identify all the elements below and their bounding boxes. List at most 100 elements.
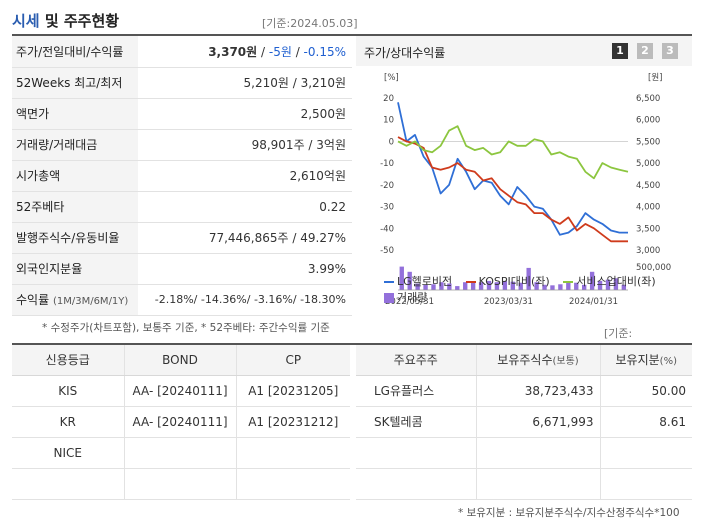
shareholders-table: 주요주주 보유주식수(보통) 보유지분(%) LG유플러스 38,723,433 5…	[356, 345, 692, 500]
col-header: 보유주식수	[497, 353, 553, 368]
right-tick-label: 5,500	[636, 137, 660, 147]
base-date: [기준:2024.05.03]	[262, 17, 358, 30]
volume-bar	[423, 284, 428, 290]
row-label: 발행주식수/유동비율	[12, 222, 138, 254]
volume-bar	[463, 282, 468, 290]
chart-page-3-button[interactable]: 3	[662, 43, 678, 59]
chart-legend: LG헬로비전 KOSPI대비(좌) 서비스업대비(좌) 거래량	[360, 274, 692, 306]
chart-title: 주가/상대수익률	[364, 46, 446, 60]
right-tick-label: 5,000	[636, 159, 660, 169]
col-header: 보유지분	[615, 353, 660, 368]
cp-cell: A1 [20231212]	[236, 406, 350, 438]
right-tick-label: 3,000	[636, 246, 660, 256]
table-row	[356, 437, 692, 469]
price-value: 3,370원	[208, 44, 258, 59]
volume-bar	[407, 271, 412, 290]
quote-table: 주가/전일대비/수익률 3,370원 / -5원 / -0.15% 52Week…	[12, 36, 352, 316]
holder-name: SK텔레콤	[356, 406, 477, 438]
row-value: 5,210원 / 3,210원	[138, 67, 352, 99]
holder-name	[356, 468, 477, 500]
title-rest: 및 주주현황	[44, 12, 120, 30]
col-header: 신용등급	[12, 345, 125, 376]
table-row: 발행주식수/유동비율 77,446,865주 / 49.27%	[12, 222, 352, 254]
row-label: 52Weeks 최고/최저	[12, 67, 138, 99]
row-label: 거래량/거래대금	[12, 129, 138, 161]
table-row: 거래량/거래대금 98,901주 / 3억원	[12, 129, 352, 161]
right-tick-label: 4,000	[636, 203, 660, 213]
change-value: -5원	[268, 44, 292, 59]
right-tick-label: 6,000	[636, 116, 660, 126]
volume-bar	[597, 280, 603, 290]
cp-cell	[236, 437, 350, 469]
volume-bar	[431, 284, 436, 290]
series-line-3	[397, 125, 629, 180]
section-title: 시세 및 주주현황	[12, 10, 119, 31]
col-header-sub: (%)	[659, 356, 677, 368]
volume-bar	[510, 281, 515, 290]
volume-bar	[486, 280, 492, 290]
x-tick-label: 2022/05/31	[385, 297, 434, 307]
volume-bar	[518, 282, 523, 290]
legend-label: KOSPI대비(좌)	[478, 275, 550, 288]
rate-value: -0.15%	[303, 44, 346, 59]
volume-bar	[526, 267, 531, 290]
volume-bar	[399, 266, 404, 290]
col-header: CP	[236, 345, 350, 376]
volume-bar	[621, 284, 627, 290]
bond-cell	[124, 437, 237, 469]
left-tick-label: 10	[383, 116, 394, 126]
col-header: 주요주주	[356, 345, 477, 376]
table-row: KR AA- [20240111] A1 [20231212]	[12, 406, 350, 438]
right-tick-label: 6,500	[636, 94, 660, 104]
holder-shares: 6,671,993	[476, 406, 601, 438]
credit-rating-table: 신용등급 BOND CP KIS AA- [20240111] A1 [202312…	[12, 345, 350, 500]
left-tick-label: 0	[389, 137, 394, 147]
legend-swatch	[384, 281, 394, 283]
chart-page-2-button[interactable]: 2	[637, 43, 653, 59]
volume-bar	[494, 282, 500, 290]
volume-bar	[415, 283, 420, 290]
row-label: 52주베타	[12, 191, 138, 223]
volume-bar	[439, 282, 444, 290]
volume-bar	[478, 282, 484, 290]
volume-bar	[582, 284, 587, 290]
volume-bar	[502, 280, 508, 290]
x-tick-label: 2024/01/31	[569, 297, 618, 307]
col-header: BOND	[124, 345, 237, 376]
series-line-1	[397, 102, 628, 236]
bond-cell	[124, 468, 237, 500]
table-row: KIS AA- [20240111] A1 [20231205]	[12, 375, 350, 407]
row-value: 3.99%	[138, 253, 352, 285]
left-tick-label: -40	[380, 224, 394, 234]
holders-footnote: * 보유지분 : 보유지분주식수/지수산정주식수*100	[458, 507, 680, 519]
col-header-sub: (보통)	[552, 356, 579, 368]
price-change-rate: 3,370원 / -5원 / -0.15%	[138, 36, 352, 68]
volume-tick-label: 500,000	[636, 263, 671, 273]
x-tick-label: 2023/03/31	[484, 297, 533, 307]
legend-label: 거래량	[397, 291, 428, 304]
volume-bar	[558, 284, 563, 290]
chart-page-1-button[interactable]: 1	[612, 43, 628, 59]
row-value: 2,500원	[138, 98, 352, 130]
agency-cell: KIS	[12, 375, 125, 407]
volume-bar	[542, 284, 547, 290]
volume-bar	[447, 283, 452, 290]
holder-pct: 50.00	[600, 375, 692, 407]
row-label-small: (1M/3M/6M/1Y)	[52, 296, 129, 307]
right-tick-label: 4,500	[636, 181, 660, 191]
chart-header: 주가/상대수익률 1 2 3	[356, 36, 692, 66]
left-tick-label: -50	[380, 246, 394, 256]
chart-panel: 주가/상대수익률 1 2 3 [%] [원] 20 10 0 -10 -20 -30 -40 -5…	[356, 36, 692, 312]
holder-pct	[600, 437, 692, 469]
row-value: 2,610억원	[138, 160, 352, 192]
holder-name: LG유플러스	[356, 375, 477, 407]
sep: /	[257, 44, 269, 59]
holder-shares	[476, 468, 601, 500]
agency-cell: NICE	[12, 437, 125, 469]
legend-swatch	[384, 293, 394, 303]
legend-row: LG헬로비전 KOSPI대비(좌) 서비스업대비(좌)	[360, 274, 692, 290]
row-label: 액면가	[12, 98, 138, 130]
table-row: LG유플러스 38,723,433 50.00	[356, 375, 692, 407]
table-row: 시가총액 2,610억원	[12, 160, 352, 192]
table-row	[12, 468, 350, 500]
